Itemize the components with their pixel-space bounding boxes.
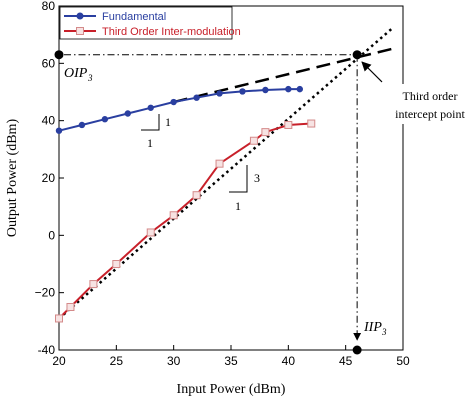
data-point-im3 xyxy=(66,303,75,311)
x-tick-label: 20 xyxy=(52,354,66,368)
data-point-im3 xyxy=(169,211,178,220)
data-point-fundamental xyxy=(170,98,177,106)
data-point-fundamental xyxy=(78,121,86,129)
data-point-fundamental xyxy=(296,85,303,93)
x-tick-label: 30 xyxy=(167,354,181,368)
y-tick-label: 0 xyxy=(48,228,55,242)
intercept-label-line2: intercept point xyxy=(395,107,465,121)
im3-slope-rise: 3 xyxy=(254,171,260,185)
data-point-fundamental xyxy=(124,110,131,117)
y-tick-label: 40 xyxy=(42,114,56,128)
data-point-im3 xyxy=(89,280,98,289)
legend-marker-im3 xyxy=(76,27,84,35)
plot-area xyxy=(58,5,404,351)
data-point-im3 xyxy=(284,120,293,129)
data-point-im3 xyxy=(55,314,63,323)
series-line-im3 xyxy=(58,122,312,320)
legend: Fundamental Third Order Inter-modulation xyxy=(59,6,241,40)
data-point-fundamental xyxy=(262,86,269,94)
y-tick-label: -40 xyxy=(38,343,56,357)
data-point-im3 xyxy=(261,128,270,137)
iip3-label: IIP xyxy=(363,320,382,335)
series-layer xyxy=(55,85,316,323)
y-axis: -40 −20 0 20 40 60 80 xyxy=(35,0,64,357)
legend-label-im3: Third Order Inter-modulation xyxy=(102,26,241,38)
oip3-label: OIP xyxy=(64,66,88,81)
y-tick-label: 20 xyxy=(42,171,56,185)
x-axis-label: Input Power (dBm) xyxy=(177,382,286,397)
data-point-im3 xyxy=(307,119,316,128)
data-point-fundamental xyxy=(239,88,246,95)
y-tick-label: −20 xyxy=(35,286,56,300)
series-line-fundamental xyxy=(58,88,300,132)
legend-box xyxy=(59,6,233,40)
fundamental-slope-triangle xyxy=(141,114,160,131)
data-point-im3 xyxy=(215,159,224,168)
data-point-fundamental xyxy=(193,94,200,101)
data-point-fundamental xyxy=(147,104,154,111)
data-point-im3 xyxy=(146,228,155,237)
intercept-label-box xyxy=(386,84,474,124)
data-point-im3 xyxy=(192,191,201,200)
im3-slope-triangle xyxy=(229,165,248,193)
iip3-subscript: 3 xyxy=(381,327,387,337)
intercept-label-line1: Third order xyxy=(403,89,458,103)
x-tick-label: 25 xyxy=(110,354,124,368)
data-point-im3 xyxy=(112,260,121,268)
oip-dot xyxy=(54,50,64,60)
iip-dot xyxy=(352,345,362,355)
fundamental-slope-rise: 1 xyxy=(165,115,171,129)
fundamental-slope-run: 1 xyxy=(147,136,153,150)
x-tick-label: 50 xyxy=(396,354,410,368)
data-point-fundamental xyxy=(216,90,223,97)
intercept-point-marker xyxy=(352,50,362,60)
legend-label-fundamental: Fundamental xyxy=(102,11,166,23)
data-point-im3 xyxy=(249,136,258,145)
x-tick-label: 45 xyxy=(339,354,353,368)
data-point-fundamental xyxy=(101,116,109,123)
im3-extrapolation-line xyxy=(58,27,393,320)
y-axis-label: Output Power (dBm) xyxy=(5,119,20,238)
data-point-fundamental xyxy=(55,127,63,134)
oip3-subscript: 3 xyxy=(87,73,93,83)
intercept-arrow xyxy=(361,61,383,83)
fundamental-extrapolation-line xyxy=(173,47,392,104)
legend-marker-fundamental xyxy=(76,12,84,20)
x-tick-label: 40 xyxy=(282,354,296,368)
x-tick-label: 35 xyxy=(224,354,238,368)
im3-slope-run: 1 xyxy=(235,199,241,213)
y-tick-label: 60 xyxy=(42,56,56,70)
y-tick-label: 80 xyxy=(42,0,56,13)
x-axis: 20 25 30 35 40 45 50 xyxy=(52,345,410,368)
data-point-fundamental xyxy=(285,85,292,93)
